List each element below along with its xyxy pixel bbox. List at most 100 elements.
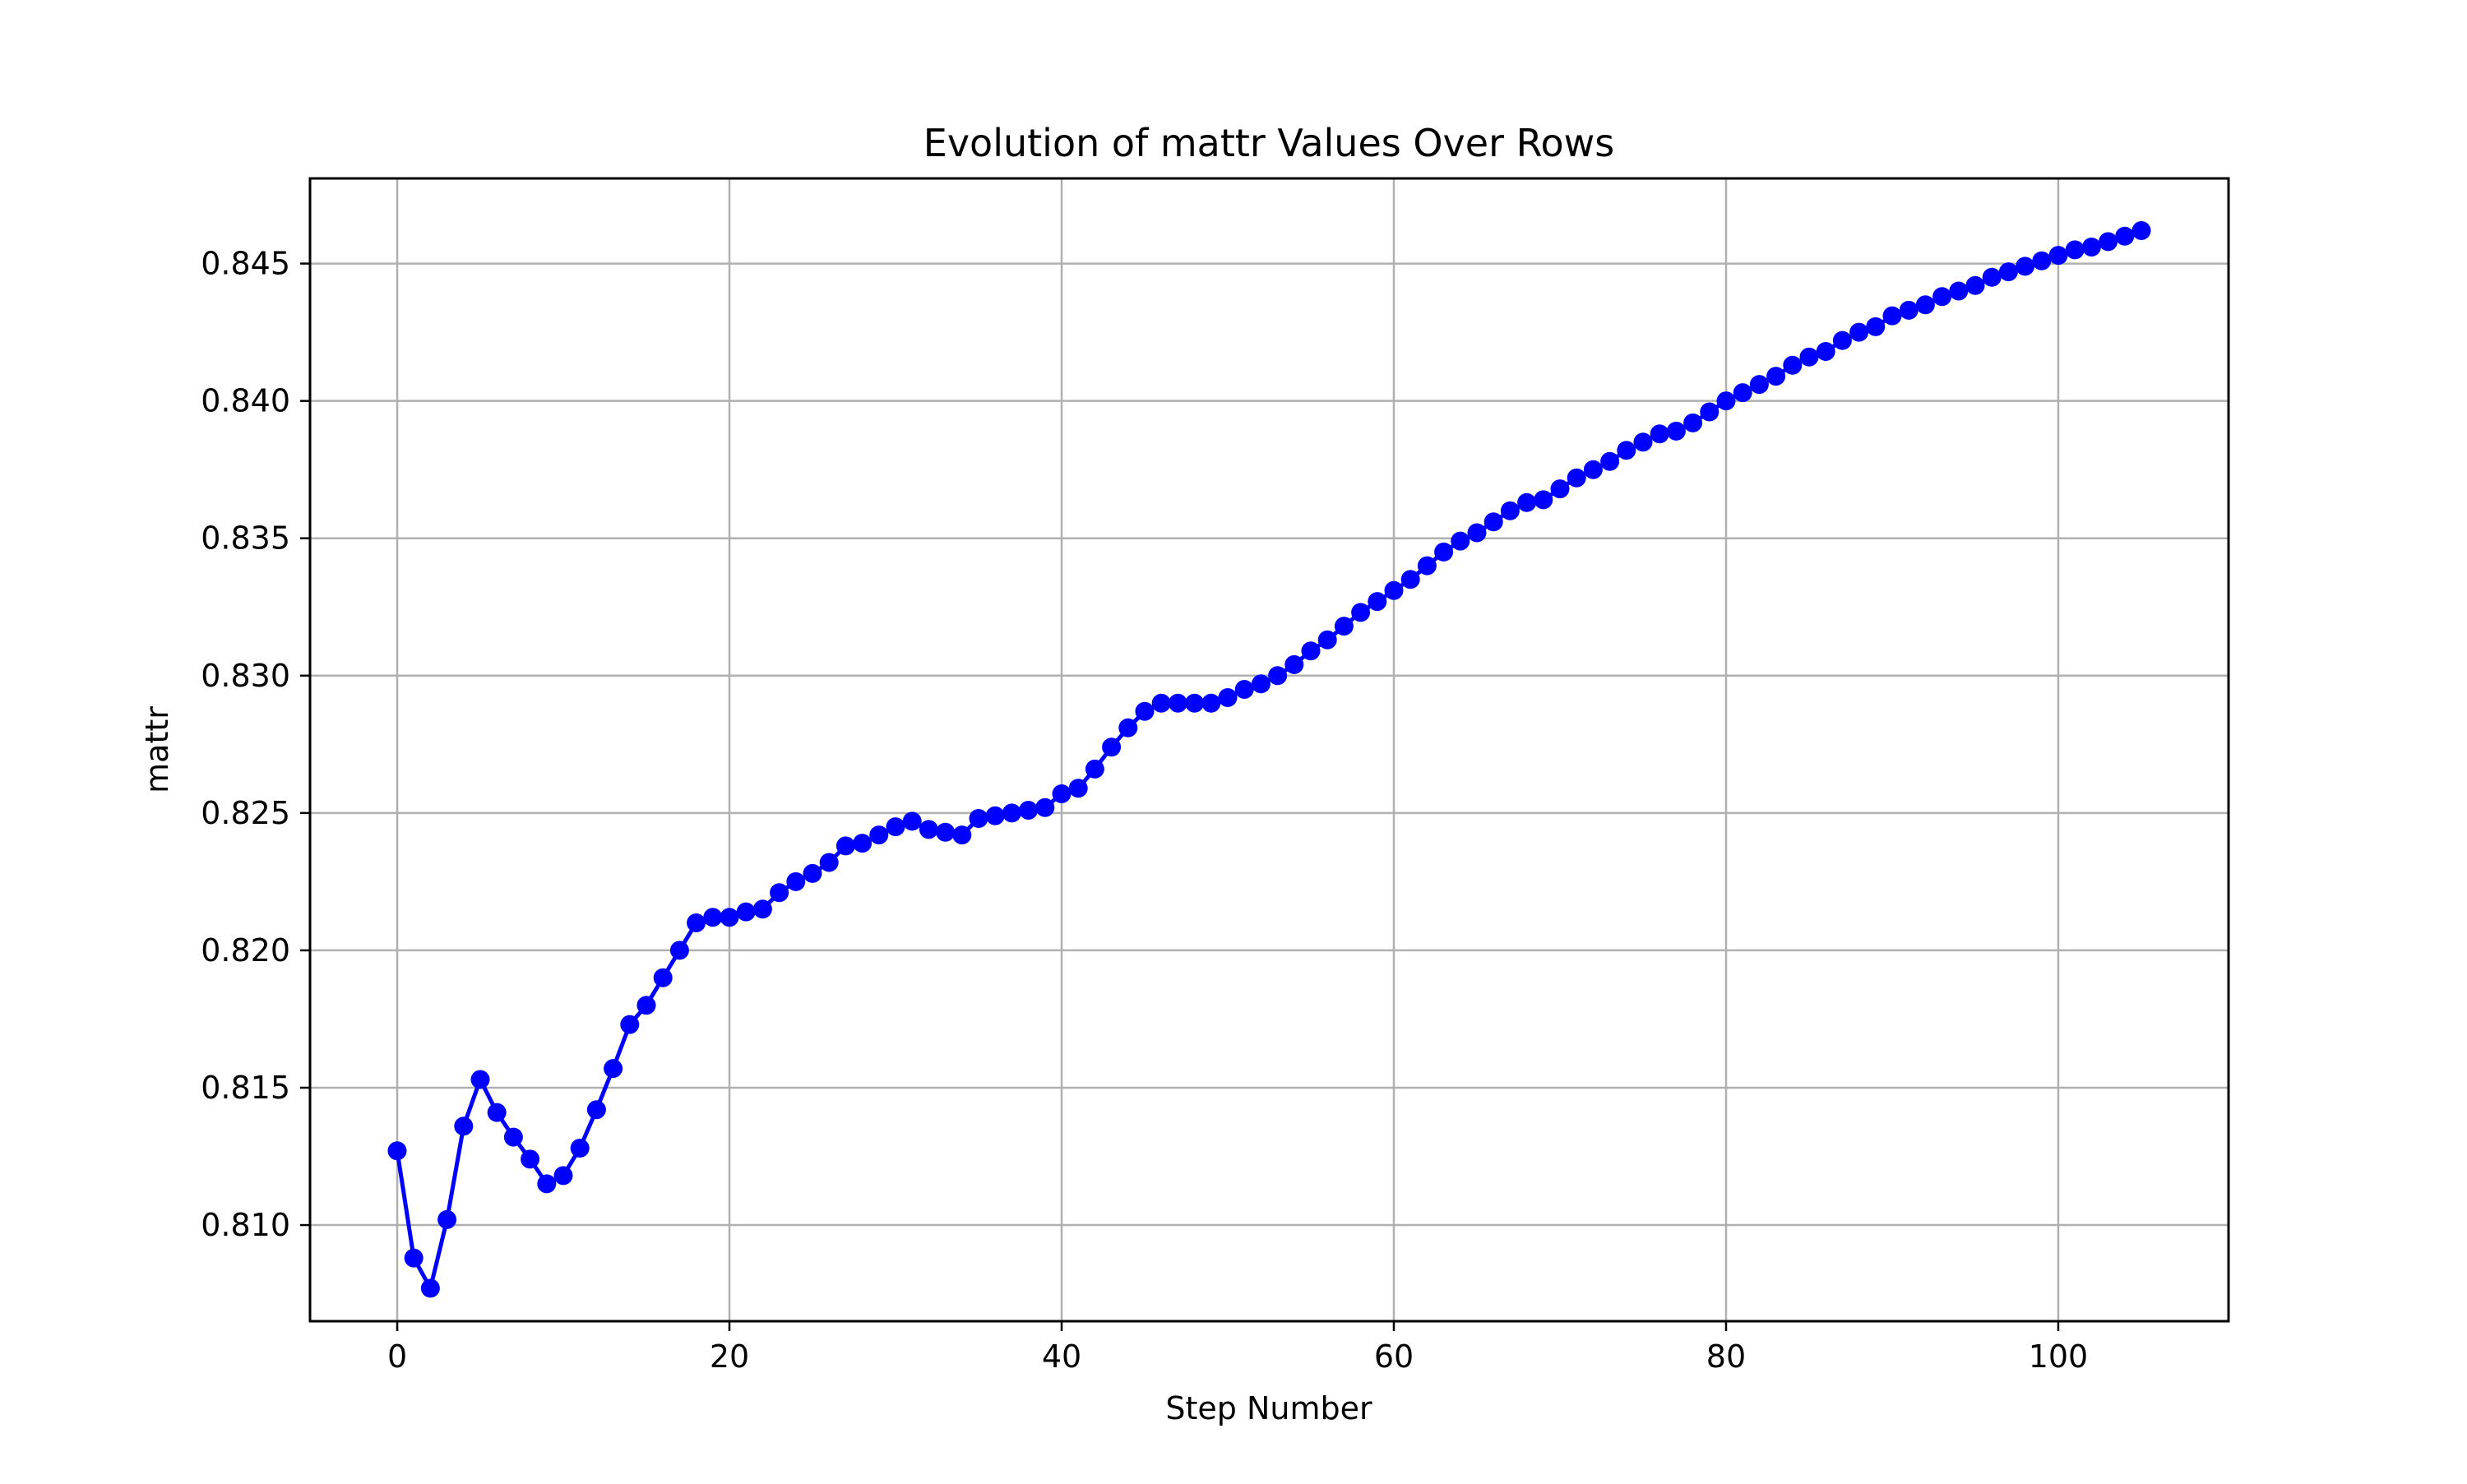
- y-tick-label: 0.840: [201, 383, 290, 419]
- data-point: [1650, 424, 1669, 444]
- data-point: [1683, 413, 1703, 432]
- data-point: [553, 1166, 573, 1186]
- data-point: [1268, 666, 1288, 686]
- data-point: [2115, 226, 2135, 246]
- data-point: [936, 822, 956, 842]
- data-point: [1849, 322, 1869, 342]
- data-point: [1118, 718, 1138, 737]
- data-point: [1932, 287, 1952, 307]
- chart-title: Evolution of mattr Values Over Rows: [923, 121, 1614, 165]
- data-point: [985, 806, 1005, 825]
- data-point: [969, 809, 988, 828]
- data-point: [1201, 693, 1221, 713]
- x-tick-label: 100: [2029, 1338, 2089, 1375]
- data-point: [437, 1209, 457, 1229]
- data-point: [720, 908, 739, 927]
- data-point: [503, 1127, 523, 1147]
- data-point: [586, 1100, 606, 1120]
- data-point: [803, 863, 822, 883]
- data-point: [1218, 688, 1238, 707]
- data-point: [819, 853, 839, 872]
- data-point: [869, 825, 889, 845]
- data-point: [1882, 306, 1902, 326]
- data-point: [2081, 238, 2101, 257]
- data-point: [1384, 580, 1404, 600]
- data-point: [2065, 240, 2085, 260]
- data-point: [387, 1141, 407, 1161]
- data-point: [1035, 797, 1055, 817]
- x-tick-label: 20: [710, 1338, 749, 1375]
- data-point: [604, 1059, 623, 1079]
- data-point: [1002, 803, 1021, 823]
- data-point: [752, 899, 772, 919]
- data-point: [1351, 603, 1371, 622]
- data-point: [1517, 492, 1537, 512]
- y-tick-label: 0.845: [201, 246, 290, 282]
- data-point: [1965, 275, 1985, 295]
- data-point: [1799, 347, 1819, 367]
- plot-area-frame: [308, 177, 2230, 1323]
- data-point: [1534, 490, 1553, 510]
- y-tick-label: 0.810: [201, 1207, 290, 1243]
- data-point: [1949, 281, 1969, 301]
- data-point: [1251, 674, 1271, 694]
- data-point: [1102, 737, 1122, 757]
- x-axis-label: Step Number: [1165, 1390, 1372, 1426]
- data-point: [2099, 232, 2118, 252]
- data-point: [919, 820, 938, 839]
- y-tick-label: 0.830: [201, 658, 290, 694]
- data-point: [487, 1103, 507, 1122]
- data-point: [1583, 460, 1603, 479]
- data-point: [636, 996, 656, 1015]
- x-tick-label: 60: [1374, 1338, 1414, 1375]
- data-point: [1068, 779, 1088, 798]
- data-point: [1334, 617, 1354, 636]
- data-point: [886, 817, 905, 837]
- y-tick-label: 0.825: [201, 795, 290, 831]
- data-point: [454, 1116, 474, 1136]
- data-point: [786, 871, 806, 891]
- data-point: [1998, 262, 2018, 282]
- data-point: [770, 883, 789, 903]
- data-point: [1550, 479, 1570, 499]
- data-point: [1866, 317, 1886, 336]
- data-point: [1633, 432, 1653, 452]
- data-point: [2131, 221, 2151, 240]
- data-point: [1085, 759, 1104, 779]
- data-point: [1832, 331, 1852, 350]
- data-point: [653, 968, 673, 987]
- y-tick-label: 0.835: [201, 520, 290, 557]
- data-point: [1434, 542, 1454, 562]
- data-point: [1716, 391, 1736, 411]
- data-point: [1451, 531, 1470, 551]
- data-point: [1052, 784, 1072, 803]
- data-point: [1567, 468, 1586, 488]
- data-point: [736, 902, 756, 922]
- grid: [310, 178, 2229, 1321]
- data-point: [1899, 300, 1919, 320]
- data-point: [1151, 693, 1171, 713]
- data-point: [537, 1174, 557, 1194]
- data-point: [1368, 592, 1387, 612]
- data-point: [1617, 441, 1636, 460]
- x-tick-label: 0: [387, 1338, 407, 1375]
- data-point: [1234, 680, 1254, 699]
- data-point: [1982, 267, 2002, 287]
- data-point: [853, 834, 872, 853]
- data-point: [570, 1139, 590, 1158]
- data-point: [1185, 693, 1205, 713]
- data-point: [521, 1149, 540, 1169]
- data-point: [1400, 570, 1420, 589]
- data-point: [2016, 257, 2035, 276]
- data-point: [1301, 641, 1321, 661]
- data-point: [1168, 693, 1187, 713]
- data-point: [1019, 801, 1039, 820]
- data-point: [1417, 556, 1437, 576]
- data-point: [470, 1070, 490, 1089]
- x-tick-label: 80: [1706, 1338, 1746, 1375]
- data-point: [1500, 501, 1520, 520]
- data-point: [1317, 630, 1337, 650]
